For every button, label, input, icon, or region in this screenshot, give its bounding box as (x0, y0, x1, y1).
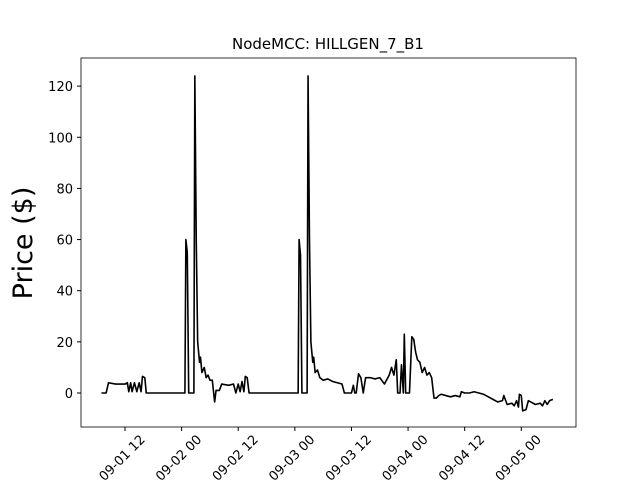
y-axis-label: Price ($) (8, 187, 39, 300)
plot-frame (80, 57, 577, 428)
y-tick-label: 20 (56, 336, 73, 351)
y-tick-label: 80 (56, 182, 73, 197)
y-tick-label: 40 (56, 285, 73, 300)
y-tick-label: 60 (56, 234, 73, 249)
y-tick-label: 100 (48, 131, 73, 146)
price-line (101, 75, 554, 412)
chart-title: NodeMCC: HILLGEN_7_B1 (232, 35, 424, 54)
y-tick-label: 0 (65, 387, 73, 402)
y-tick-label: 120 (48, 80, 73, 95)
